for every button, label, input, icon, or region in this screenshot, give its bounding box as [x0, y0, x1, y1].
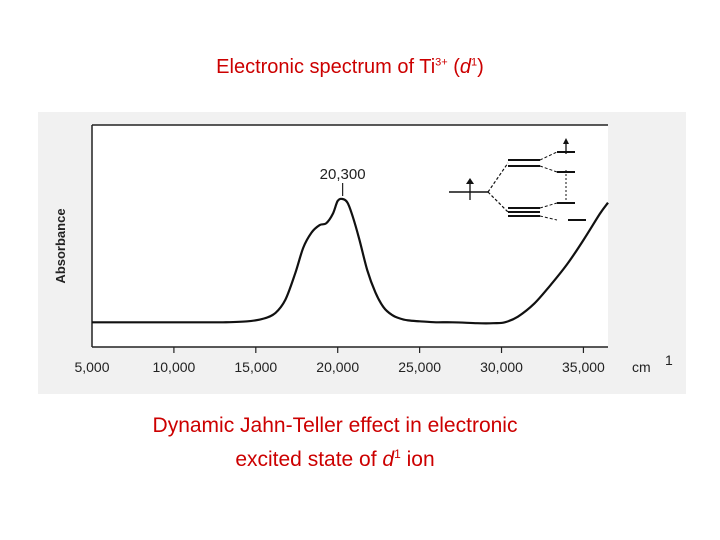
- title-orbital: d: [459, 56, 472, 78]
- upper-branch-line: [487, 162, 509, 193]
- x-unit-label: cm: [632, 359, 651, 375]
- x-tick-label: 35,000: [562, 359, 605, 375]
- title-suffix: ): [477, 56, 484, 78]
- slide-title: Electronic spectrum of Ti3+ (d1): [0, 56, 700, 79]
- x-tick-label: 30,000: [480, 359, 523, 375]
- caption-line-2: excited state of d1 ion: [100, 440, 570, 474]
- x-unit: cm: [632, 359, 651, 375]
- x-ticks: [173, 347, 585, 353]
- peak-label: 20,300: [320, 166, 366, 183]
- x-tick-label: 10,000: [152, 359, 195, 375]
- caption-electron-count: 1: [394, 447, 401, 461]
- eg-split-up-connector: [539, 151, 558, 161]
- x-tick-label: 25,000: [398, 359, 441, 375]
- eg-split-down-connector: [539, 165, 558, 173]
- x-tick-labels: 5,000 10,000 15,000 20,000 25,000 30,000 35,00…: [74, 359, 605, 375]
- caption-orbital: d: [382, 448, 395, 471]
- caption-line-2-prefix: excited state of: [235, 448, 383, 471]
- x-tick-label: 5,000: [74, 359, 109, 375]
- title-charge: 3+: [435, 56, 448, 69]
- slide-caption: Dynamic Jahn-Teller effect in electronic…: [100, 412, 570, 474]
- title-electron-count: 1: [471, 56, 478, 69]
- spectrum-line: [91, 197, 609, 325]
- title-middle: (: [447, 56, 460, 78]
- x-tick-label: 15,000: [234, 359, 277, 375]
- jahn-teller-splitting-diagram: [449, 138, 586, 221]
- plot-frame: [91, 124, 608, 348]
- x-tick-label: 20,000: [316, 359, 359, 375]
- caption-line-1: Dynamic Jahn-Teller effect in electronic: [152, 414, 518, 437]
- caption-line-2-suffix: ion: [400, 448, 435, 471]
- electron-arrow-head: [466, 178, 474, 184]
- y-axis-label: Absorbance: [53, 208, 68, 283]
- plot-area: [92, 125, 608, 347]
- t2g-split-up-connector: [539, 202, 558, 209]
- title-prefix: Electronic spectrum of Ti: [216, 56, 436, 78]
- split-electron-arrow-head: [563, 138, 569, 144]
- t2g-split-down-connector: [539, 215, 558, 221]
- x-unit-superscript: 1: [665, 352, 673, 368]
